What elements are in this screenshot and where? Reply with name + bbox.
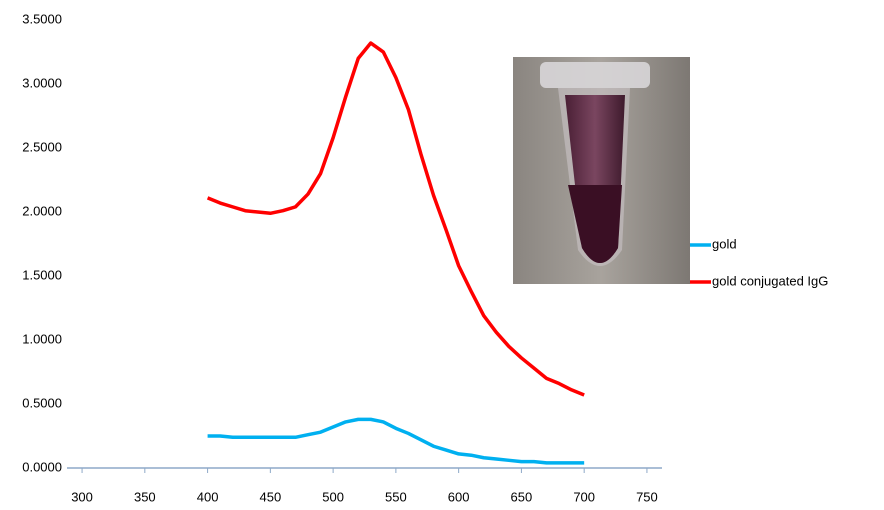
x-tick-label: 350 bbox=[134, 489, 156, 504]
legend-label: gold conjugated IgG bbox=[712, 273, 828, 288]
y-tick-label: 1.0000 bbox=[22, 331, 62, 346]
y-tick-label: 0.5000 bbox=[22, 395, 62, 410]
x-tick-label: 300 bbox=[71, 489, 93, 504]
series-line bbox=[207, 417, 585, 465]
series-line bbox=[206, 41, 585, 397]
x-tick-label: 500 bbox=[322, 489, 344, 504]
x-tick-label: 450 bbox=[260, 489, 282, 504]
y-tick-label: 0.0000 bbox=[22, 459, 62, 474]
legend-label: gold bbox=[712, 236, 737, 251]
y-tick-label: 2.0000 bbox=[22, 203, 62, 218]
photo-inset bbox=[513, 57, 690, 284]
y-tick-label: 1.5000 bbox=[22, 267, 62, 282]
x-tick-label: 550 bbox=[385, 489, 407, 504]
y-tick-label: 2.5000 bbox=[22, 139, 62, 154]
x-tick-label: 750 bbox=[636, 489, 658, 504]
x-tick-label: 700 bbox=[573, 489, 595, 504]
x-tick-label: 400 bbox=[197, 489, 219, 504]
y-tick-label: 3.5000 bbox=[22, 11, 62, 26]
y-tick-label: 3.0000 bbox=[22, 75, 62, 90]
x-tick-label: 650 bbox=[511, 489, 533, 504]
x-tick-label: 600 bbox=[448, 489, 470, 504]
